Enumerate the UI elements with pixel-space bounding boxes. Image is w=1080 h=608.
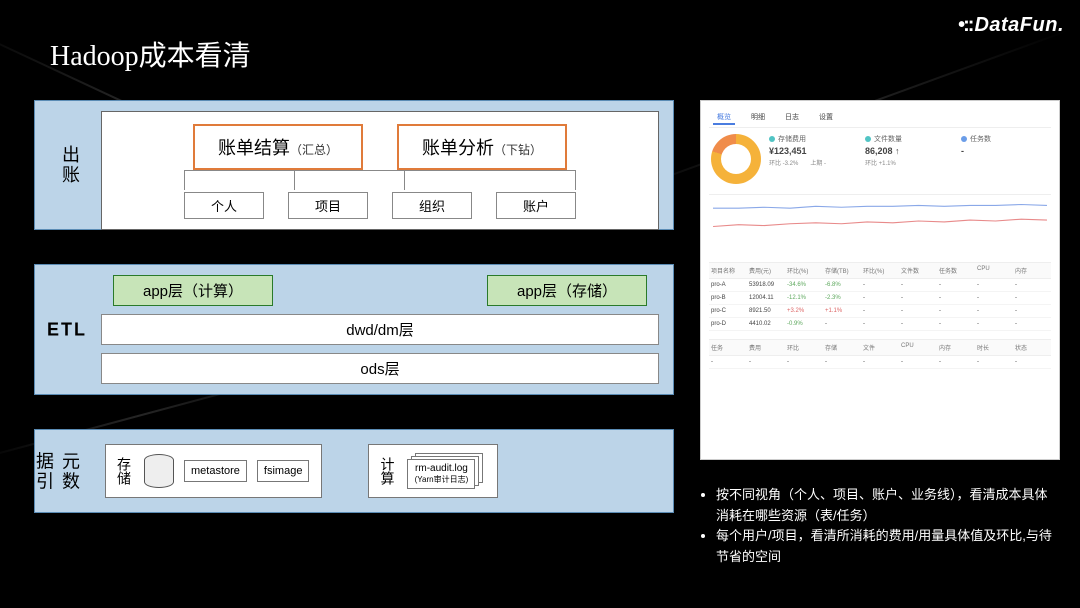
dim-person: 个人	[184, 192, 264, 219]
shot-tabs: 概览 明细 日志 设置	[709, 109, 1051, 128]
block-output-label: 出账	[47, 145, 83, 185]
block-etl: ETL app层（计算） app层（存储） dwd/dm层 ods层	[34, 264, 674, 395]
app-compute: app层（计算）	[113, 275, 273, 306]
dim-org: 组织	[392, 192, 472, 219]
shot-table-1: 项目名称费用(元)环比(%)存储(TB)环比(%)文件数任务数CPU内存 pro…	[709, 262, 1051, 331]
box-metastore: metastore	[184, 460, 247, 482]
block-meta-label: 元数据引擎	[47, 451, 83, 492]
shot-table-2: 任务费用环比存储文件CPU内存时长状态 ---------	[709, 339, 1051, 369]
meta-compute-group: 计算 rm-audit.log(Yarn审计日志)	[368, 444, 498, 498]
shot-kpis: 86,718 ↑ 存储费用¥123,451环比 -3.2%上期 - 文件数量86…	[709, 128, 1051, 190]
log-stack-icon: rm-audit.log(Yarn审计日志)	[407, 453, 485, 489]
box-fsimage: fsimage	[257, 460, 310, 482]
layer-ods: ods层	[101, 353, 659, 384]
dashboard-screenshot: 概览 明细 日志 设置 86,718 ↑ 存储费用¥123,451环比 -3.2…	[700, 100, 1060, 460]
bullet-2: 每个用户/项目，看清所消耗的费用/用量具体值及环比,与待节省的空间	[716, 526, 1060, 568]
block-output: 出账 账单结算（汇总） 账单分析（下钻） 个人 项目 组织 账户	[34, 100, 674, 230]
architecture-diagram: 出账 账单结算（汇总） 账单分析（下钻） 个人 项目 组织 账户	[34, 100, 674, 541]
donut-chart: 86,718 ↑	[711, 134, 761, 184]
bullet-1: 按不同视角（个人、项目、账户、业务线），看清成本具体消耗在哪些资源（表/任务）	[716, 485, 1060, 527]
dim-account: 账户	[496, 192, 576, 219]
dim-project: 项目	[288, 192, 368, 219]
block-meta-engine: 元数据引擎 存储 metastore fsimage 计算 rm-audit.l…	[34, 429, 674, 513]
cylinder-icon	[144, 454, 174, 488]
bullet-list: 按不同视角（个人、项目、账户、业务线），看清成本具体消耗在哪些资源（表/任务） …	[700, 485, 1060, 568]
logo: •::DataFun.	[958, 14, 1064, 37]
app-storage: app层（存储）	[487, 275, 647, 306]
block-etl-label: ETL	[47, 319, 83, 340]
box-bill-analyze: 账单分析（下钻）	[397, 124, 567, 170]
slide-title: Hadoop成本看清	[50, 34, 251, 74]
meta-storage-group: 存储 metastore fsimage	[105, 444, 322, 498]
box-bill-settle: 账单结算（汇总）	[193, 124, 363, 170]
shot-line-chart	[709, 194, 1051, 258]
layer-dwd-dm: dwd/dm层	[101, 314, 659, 345]
